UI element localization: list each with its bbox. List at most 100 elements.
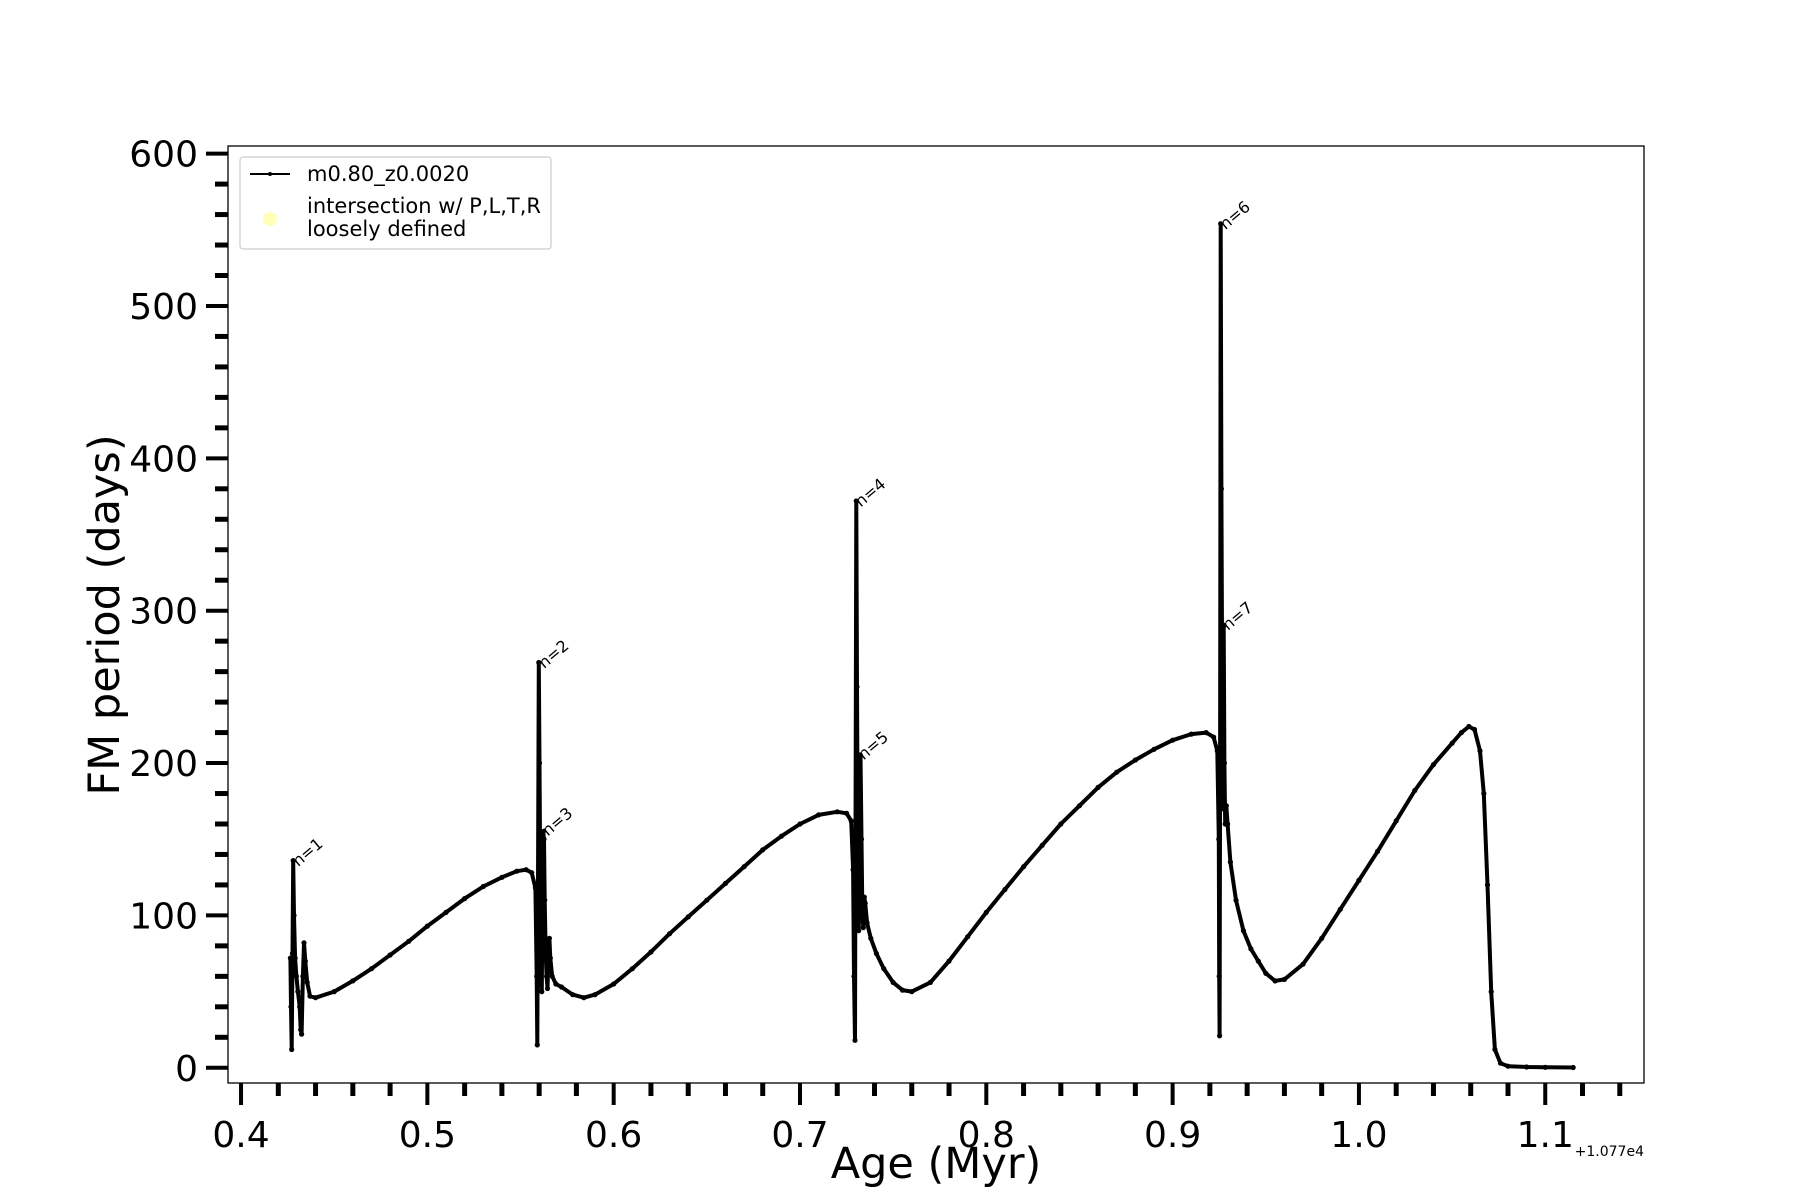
data-point bbox=[704, 897, 710, 903]
data-point bbox=[592, 992, 598, 998]
data-point bbox=[293, 973, 299, 979]
data-point bbox=[760, 847, 766, 853]
data-point bbox=[1466, 723, 1472, 730]
data-point bbox=[406, 938, 412, 944]
data-point bbox=[1458, 730, 1464, 736]
data-point bbox=[541, 836, 547, 842]
data-point bbox=[852, 836, 859, 842]
data-point bbox=[313, 995, 319, 1001]
data-point bbox=[1492, 1046, 1498, 1053]
data-point bbox=[1039, 842, 1045, 848]
data-point bbox=[538, 973, 544, 979]
data-point bbox=[816, 812, 822, 818]
data-point bbox=[852, 1037, 858, 1043]
legend-entry-series: m0.80_z0.0020 bbox=[307, 162, 469, 187]
data-point bbox=[292, 955, 298, 961]
data-point bbox=[387, 952, 393, 958]
data-point bbox=[539, 989, 545, 995]
data-point bbox=[741, 864, 747, 870]
data-point bbox=[1217, 760, 1223, 766]
data-point bbox=[1248, 946, 1254, 952]
data-point bbox=[844, 810, 850, 816]
x-tick-label: 0.5 bbox=[399, 1115, 456, 1156]
data-point bbox=[1481, 790, 1487, 797]
data-point bbox=[1412, 787, 1418, 794]
data-point bbox=[1218, 486, 1224, 492]
data-point bbox=[899, 987, 906, 993]
data-point bbox=[834, 809, 840, 815]
data-point bbox=[853, 498, 859, 504]
data-point bbox=[544, 973, 550, 979]
data-point bbox=[1281, 976, 1287, 983]
data-point bbox=[534, 973, 540, 979]
data-point bbox=[1216, 973, 1222, 979]
y-tick-label: 500 bbox=[129, 287, 198, 328]
data-point bbox=[307, 993, 313, 999]
data-point bbox=[648, 949, 654, 955]
data-point bbox=[297, 1004, 303, 1010]
data-point bbox=[854, 684, 860, 690]
data-point bbox=[1356, 877, 1362, 884]
data-point bbox=[1477, 748, 1483, 754]
legend-entry-intersection-line2: loosely defined bbox=[307, 217, 466, 241]
data-point bbox=[667, 931, 673, 937]
data-point bbox=[544, 985, 551, 992]
data-point bbox=[542, 897, 548, 903]
data-point bbox=[523, 867, 529, 873]
data-point bbox=[424, 923, 430, 929]
data-point bbox=[1058, 821, 1064, 827]
data-point bbox=[1217, 1033, 1223, 1039]
data-point bbox=[868, 935, 874, 941]
data-point bbox=[558, 984, 565, 990]
data-point bbox=[1393, 818, 1399, 824]
y-tick-label: 300 bbox=[129, 592, 198, 633]
legend-entry-intersection-line1: intersection w/ P,L,T,R bbox=[307, 194, 541, 218]
data-point bbox=[295, 989, 301, 995]
data-point bbox=[909, 989, 915, 995]
data-point bbox=[1151, 746, 1157, 752]
data-point bbox=[1219, 684, 1225, 690]
data-point bbox=[304, 979, 310, 986]
data-point bbox=[797, 821, 803, 827]
data-point bbox=[1216, 836, 1222, 842]
data-point bbox=[299, 1031, 305, 1037]
data-point bbox=[857, 882, 863, 888]
y-tick-label: 600 bbox=[129, 135, 198, 176]
data-point bbox=[1225, 821, 1231, 827]
x-offset-label: +1.077e4 bbox=[1575, 1144, 1644, 1160]
x-axis-label: Age (Myr) bbox=[831, 1139, 1042, 1189]
data-point bbox=[1430, 762, 1437, 768]
data-point bbox=[301, 940, 307, 946]
x-tick-label: 0.8 bbox=[958, 1115, 1015, 1156]
data-point bbox=[629, 966, 635, 972]
data-point bbox=[1570, 1064, 1576, 1071]
data-point bbox=[462, 896, 468, 902]
legend-line-dot bbox=[268, 172, 272, 176]
data-point bbox=[858, 836, 865, 842]
data-point bbox=[860, 925, 866, 931]
data-point bbox=[547, 955, 553, 961]
data-point bbox=[534, 1042, 540, 1048]
data-point bbox=[1221, 760, 1227, 766]
data-point bbox=[1484, 882, 1491, 888]
data-point bbox=[861, 894, 867, 900]
data-point bbox=[540, 829, 546, 835]
x-tick-label: 0.4 bbox=[212, 1115, 269, 1156]
data-point bbox=[873, 950, 880, 957]
data-point bbox=[350, 978, 356, 984]
data-point bbox=[1272, 978, 1278, 984]
data-point bbox=[289, 1046, 295, 1053]
data-point bbox=[1263, 970, 1269, 976]
data-point bbox=[851, 973, 857, 979]
legend: m0.80_z0.0020 intersection w/ P,L,T,R lo… bbox=[239, 156, 552, 250]
data-point bbox=[864, 920, 870, 926]
data-point bbox=[1095, 784, 1101, 791]
data-point bbox=[1203, 730, 1209, 736]
data-point bbox=[536, 659, 542, 666]
data-point bbox=[856, 928, 862, 934]
series-layer bbox=[287, 221, 1576, 1071]
data-point bbox=[1337, 906, 1343, 912]
data-point bbox=[965, 934, 971, 940]
data-point bbox=[289, 950, 296, 957]
data-point bbox=[368, 966, 375, 972]
